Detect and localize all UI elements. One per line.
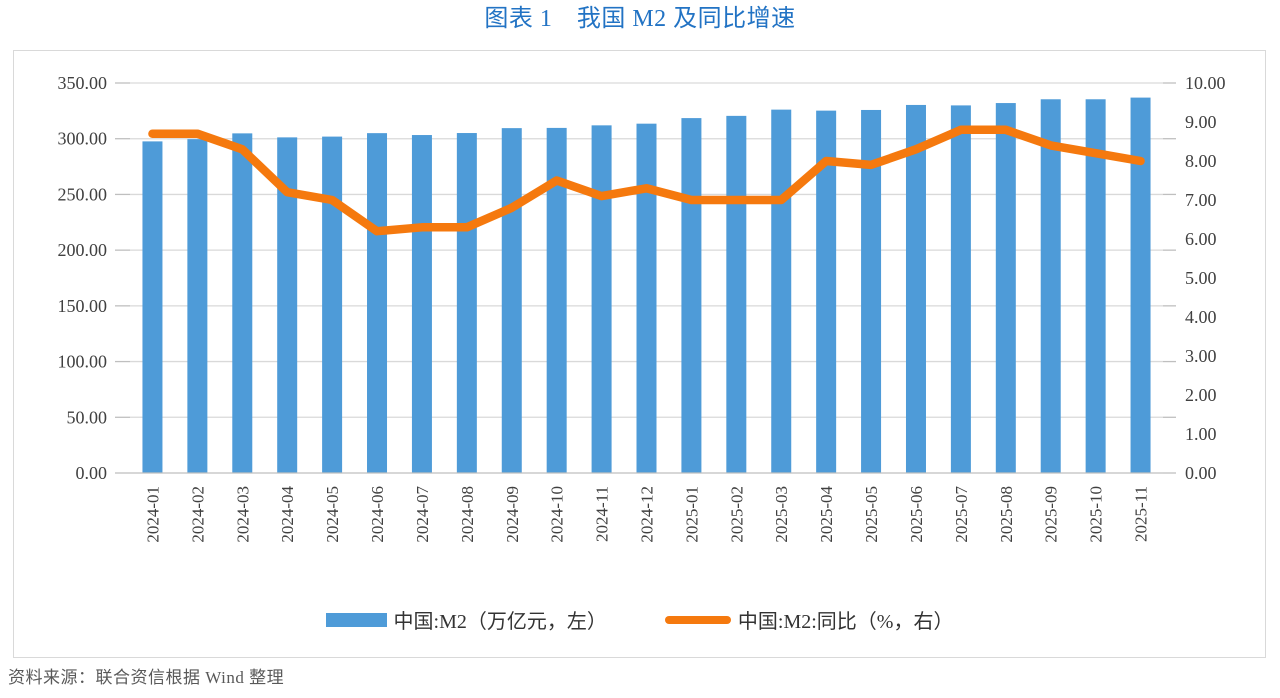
right-axis-tick-label: 1.00 xyxy=(1185,424,1217,444)
m2-bar-2025-05 xyxy=(861,109,882,474)
m2-bar-2024-02 xyxy=(187,139,208,473)
x-axis-category-label: 2024-01 xyxy=(143,486,162,543)
x-axis-category-label: 2025-09 xyxy=(1042,486,1061,543)
left-axis-tick-label: 200.00 xyxy=(58,240,108,260)
x-axis-category-label: 2025-11 xyxy=(1132,486,1151,542)
m2-bar-2025-11 xyxy=(1130,97,1151,473)
x-axis-category-label: 2025-07 xyxy=(952,486,971,543)
left-axis-tick-label: 350.00 xyxy=(58,73,108,93)
x-axis-category-label: 2024-09 xyxy=(503,486,522,543)
left-axis-tick-label: 150.00 xyxy=(58,296,108,316)
m2-bar-2024-06 xyxy=(367,133,388,473)
x-axis-category-label: 2024-11 xyxy=(593,486,612,542)
left-axis-tick-label: 0.00 xyxy=(76,463,108,483)
x-axis-category-label: 2024-02 xyxy=(188,486,207,543)
m2-bar-2024-05 xyxy=(322,136,343,473)
legend-line-swatch-icon xyxy=(664,615,731,624)
right-axis-tick-label: 5.00 xyxy=(1185,268,1217,288)
legend-item-yoy: 中国:M2:同比（%，右） xyxy=(664,605,954,634)
m2-bar-2025-06 xyxy=(905,104,926,474)
x-axis-category-label: 2025-05 xyxy=(862,486,881,543)
m2-bar-2024-07 xyxy=(411,135,432,473)
right-axis-tick-label: 8.00 xyxy=(1185,151,1217,171)
legend-label-yoy: 中国:M2:同比（%，右） xyxy=(737,611,954,633)
right-axis-tick-label: 4.00 xyxy=(1185,307,1217,327)
x-axis-category-label: 2025-06 xyxy=(907,486,926,543)
left-axis-tick-label: 300.00 xyxy=(58,129,108,149)
right-axis-tick-label: 2.00 xyxy=(1185,385,1217,405)
m2-bar-2025-08 xyxy=(995,103,1016,474)
source-note: 资料来源：联合资信根据 Wind 整理 xyxy=(8,668,285,687)
m2-bar-2025-01 xyxy=(681,118,702,473)
m2-bar-2025-10 xyxy=(1085,99,1106,474)
right-axis-tick-label: 9.00 xyxy=(1185,112,1217,132)
chart-legend: 中国:M2（万亿元，左） 中国:M2:同比（%，右） xyxy=(14,605,1265,634)
m2-bar-2024-08 xyxy=(456,133,477,473)
yoy-growth-line xyxy=(148,125,1145,236)
m2-bar-2024-04 xyxy=(277,137,298,473)
x-axis-category-label: 2024-07 xyxy=(413,486,432,543)
x-axis-category-label: 2025-04 xyxy=(817,486,836,543)
m2-bar-2025-09 xyxy=(1040,99,1061,474)
x-axis-category-label: 2025-10 xyxy=(1087,486,1106,543)
legend-bar-swatch-icon xyxy=(325,612,387,627)
m2-combo-chart: 350.00 300.00 250.00 200.00 150.00 100.00 50.0… xyxy=(58,73,1226,543)
m2-bar-2024-12 xyxy=(636,123,657,474)
legend-label-m2: 中国:M2（万亿元，左） xyxy=(393,611,607,633)
m2-bar-2024-09 xyxy=(501,128,522,473)
chart-frame: 350.00 300.00 250.00 200.00 150.00 100.00 50.0… xyxy=(13,50,1266,658)
x-axis-category-label: 2024-04 xyxy=(278,486,297,543)
x-axis-category-label: 2025-03 xyxy=(772,486,791,543)
m2-bar-2025-03 xyxy=(771,109,792,474)
left-axis-tick-label: 100.00 xyxy=(58,352,108,372)
right-axis-tick-label: 7.00 xyxy=(1185,190,1217,210)
legend-item-m2: 中国:M2（万亿元，左） xyxy=(325,605,607,634)
x-axis-category-label: 2024-12 xyxy=(638,486,657,543)
m2-bar-2024-10 xyxy=(546,127,567,474)
x-axis-category-label: 2024-06 xyxy=(368,486,387,543)
m2-bar-2025-02 xyxy=(726,115,747,473)
m2-bar-2024-01 xyxy=(142,141,163,473)
left-axis-tick-label: 50.00 xyxy=(67,407,108,427)
x-axis-category-label: 2025-02 xyxy=(727,486,746,543)
left-axis-tick-label: 250.00 xyxy=(58,184,108,204)
right-axis-tick-label: 0.00 xyxy=(1185,463,1217,483)
m2-bar-2024-11 xyxy=(591,125,612,473)
right-axis-tick-label: 6.00 xyxy=(1185,229,1217,249)
x-axis-category-label: 2025-01 xyxy=(682,486,701,543)
m2-bar-2025-04 xyxy=(816,110,837,474)
page-title: 图表 1 我国 M2 及同比增速 xyxy=(484,6,796,32)
x-axis-category-label: 2024-10 xyxy=(548,486,567,543)
x-axis-category-label: 2024-08 xyxy=(458,486,477,543)
x-axis-category-label: 2024-03 xyxy=(233,486,252,543)
m2-bar-2025-07 xyxy=(950,105,971,473)
x-axis-category-label: 2025-08 xyxy=(997,486,1016,543)
x-axis-category-label: 2024-05 xyxy=(323,486,342,543)
right-axis-tick-label: 3.00 xyxy=(1185,346,1217,366)
m2-bar-2024-03 xyxy=(232,133,253,473)
right-axis-tick-label: 10.00 xyxy=(1185,73,1226,93)
